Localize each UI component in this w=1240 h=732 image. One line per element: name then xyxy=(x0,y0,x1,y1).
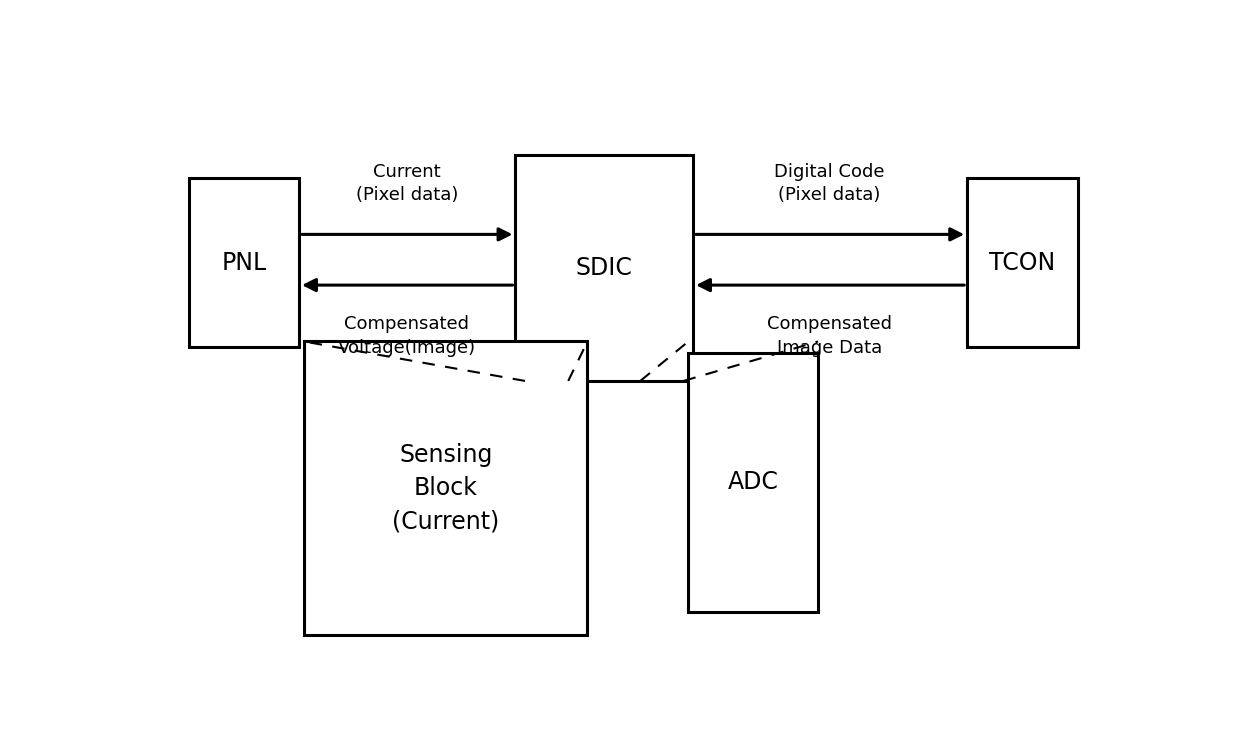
Text: ADC: ADC xyxy=(728,471,779,494)
Text: SDIC: SDIC xyxy=(575,256,632,280)
Bar xyxy=(188,178,299,347)
Text: TCON: TCON xyxy=(990,250,1055,274)
Text: Compensated
Voltage(Image): Compensated Voltage(Image) xyxy=(337,315,476,356)
Bar xyxy=(688,353,818,612)
Text: Sensing
Block
(Current): Sensing Block (Current) xyxy=(392,443,500,534)
Text: Compensated
Image Data: Compensated Image Data xyxy=(768,315,892,356)
Text: Digital Code
(Pixel data): Digital Code (Pixel data) xyxy=(774,163,885,204)
Text: PNL: PNL xyxy=(221,250,267,274)
Bar xyxy=(967,178,1078,347)
Bar xyxy=(304,341,588,635)
Bar xyxy=(516,155,693,381)
Text: Current
(Pixel data): Current (Pixel data) xyxy=(356,163,458,204)
